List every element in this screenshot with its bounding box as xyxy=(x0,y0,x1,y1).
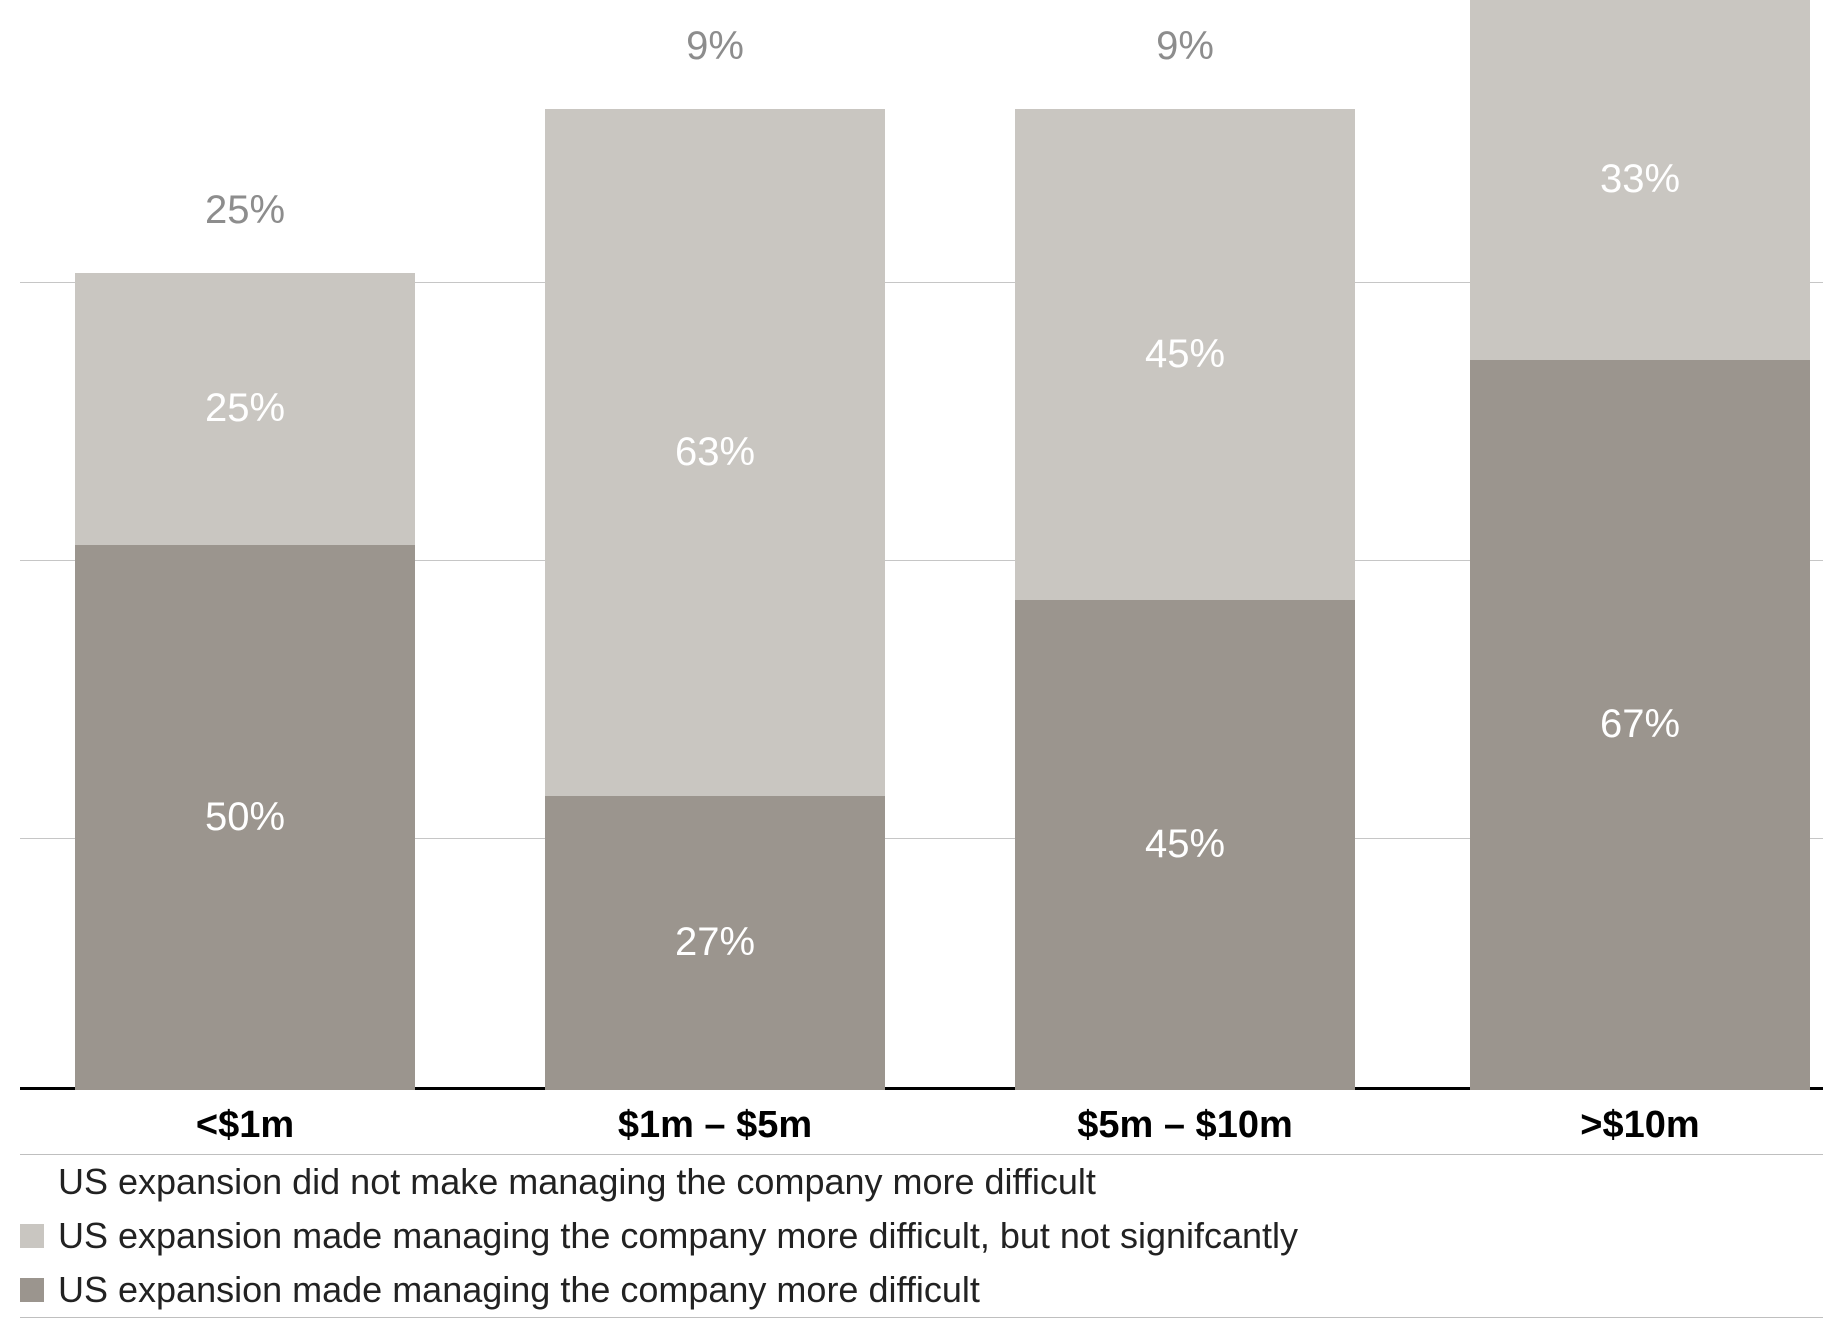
bar-segment: 33% xyxy=(1470,0,1810,360)
legend-item: US expansion did not make managing the c… xyxy=(20,1155,1823,1209)
bar-segment: 45% xyxy=(1015,600,1355,1091)
bar-group: 45%45%9% xyxy=(1015,109,1355,1090)
legend: US expansion did not make managing the c… xyxy=(20,1154,1823,1318)
legend-label: US expansion made managing the company m… xyxy=(58,1269,980,1311)
segment-value-label: 25% xyxy=(205,386,285,431)
segment-value-label: 63% xyxy=(675,430,755,475)
legend-item: US expansion made managing the company m… xyxy=(20,1209,1823,1263)
legend-swatch xyxy=(20,1278,44,1302)
bar-segment: 27% xyxy=(545,796,885,1090)
legend-swatch xyxy=(20,1224,44,1248)
legend-divider xyxy=(20,1317,1823,1318)
segment-value-label: 67% xyxy=(1600,702,1680,747)
legend-swatch xyxy=(20,1170,44,1194)
bar-segment: 67% xyxy=(1470,360,1810,1090)
legend-item: US expansion made managing the company m… xyxy=(20,1263,1823,1317)
bar-group: 67% 33% xyxy=(1470,0,1810,1090)
top-value-label: 25% xyxy=(75,188,415,233)
bar-segment: 63% xyxy=(545,109,885,796)
segment-value-label: 45% xyxy=(1145,822,1225,867)
segment-value-label: 45% xyxy=(1145,332,1225,377)
legend-label: US expansion made managing the company m… xyxy=(58,1215,1298,1257)
x-axis-category-label: >$10m xyxy=(1470,1104,1810,1147)
segment-value-label: 50% xyxy=(205,795,285,840)
bar-group: 27%63%9% xyxy=(545,109,885,1090)
x-axis-category-label: $1m – $5m xyxy=(545,1104,885,1147)
legend-label: US expansion did not make managing the c… xyxy=(58,1161,1096,1203)
x-axis-category-label: <$1m xyxy=(75,1104,415,1147)
stacked-bar-chart: 50% 25% 25% 27% 63% 9% 45% 45% 9% 67% 33% US expan… xyxy=(0,0,1843,1338)
bar-segment: 50% xyxy=(75,545,415,1090)
top-value-label: 9% xyxy=(1015,24,1355,69)
segment-value-label: 33% xyxy=(1600,157,1680,202)
bar-segment: 25% xyxy=(75,273,415,546)
bar-group: 50%25%25% xyxy=(75,273,415,1091)
x-axis-category-label: $5m – $10m xyxy=(1015,1104,1355,1147)
bar-segment: 45% xyxy=(1015,109,1355,600)
plot-area: 50% 25% 25% 27% 63% 9% 45% 45% 9% 67% 33% xyxy=(20,0,1823,1090)
segment-value-label: 27% xyxy=(675,920,755,965)
top-value-label: 9% xyxy=(545,24,885,69)
